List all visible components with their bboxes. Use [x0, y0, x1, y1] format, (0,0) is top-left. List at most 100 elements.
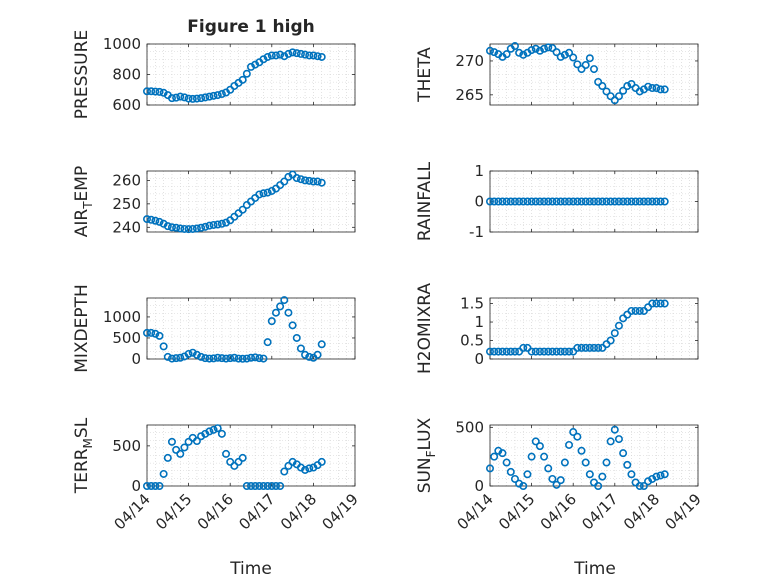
- data-point: [648, 84, 657, 93]
- data-point: [143, 481, 152, 490]
- data-point: [255, 481, 264, 490]
- data-point: [490, 452, 499, 461]
- y-axis-label: AIRTEMP: [72, 166, 95, 237]
- data-point: [606, 197, 615, 206]
- data-point: [598, 197, 607, 206]
- axes-box: [489, 43, 699, 106]
- data-point: [502, 197, 511, 206]
- data-point: [222, 354, 231, 363]
- data-point: [317, 178, 326, 187]
- data-point: [151, 481, 160, 490]
- data-point: [163, 352, 172, 361]
- data-point: [577, 197, 586, 206]
- data-point: [610, 329, 619, 338]
- subplot-4: -1 0 1 RAINFALL: [415, 161, 699, 241]
- y-tick-label: 800: [112, 66, 141, 84]
- data-point: [644, 197, 653, 206]
- data-point: [167, 354, 176, 363]
- data-point: [552, 480, 561, 489]
- data-point: [490, 197, 499, 206]
- data-point: [565, 440, 574, 449]
- data-point: [652, 299, 661, 308]
- data-point: [619, 86, 628, 95]
- data-point: [548, 44, 557, 53]
- data-point: [535, 442, 544, 451]
- data-point: [656, 197, 665, 206]
- data-point: [531, 44, 540, 53]
- data-point: [305, 464, 314, 473]
- data-point: [226, 354, 235, 363]
- data-point: [556, 197, 565, 206]
- data-point: [627, 197, 636, 206]
- data-point: [627, 470, 636, 479]
- data-point: [167, 94, 176, 103]
- data-point: [485, 197, 494, 206]
- data-point: [284, 308, 293, 317]
- data-point: [585, 343, 594, 352]
- data-point: [155, 217, 164, 226]
- data-point: [577, 446, 586, 455]
- data-point: [556, 52, 565, 61]
- data-point: [602, 197, 611, 206]
- data-point: [209, 91, 218, 100]
- data-point: [614, 197, 623, 206]
- data-point: [569, 428, 578, 437]
- subplot-6: 00.511.5 H2OMIXRA: [415, 283, 699, 374]
- data-point: [502, 347, 511, 356]
- data-point: [581, 343, 590, 352]
- data-point: [494, 197, 503, 206]
- data-point: [635, 87, 644, 96]
- data-point: [259, 354, 268, 363]
- data-point: [213, 353, 222, 362]
- data-point: [540, 347, 549, 356]
- x-tick-label: 04/18: [620, 490, 663, 533]
- data-point: [573, 60, 582, 69]
- data-point: [565, 48, 574, 57]
- data-point: [581, 197, 590, 206]
- axes-box: [146, 424, 356, 487]
- data-point: [644, 82, 653, 91]
- axes-box: [489, 297, 699, 360]
- data-point: [585, 470, 594, 479]
- data-point: [515, 48, 524, 57]
- data-point: [589, 197, 598, 206]
- data-point: [577, 343, 586, 352]
- data-point: [209, 425, 218, 434]
- data-point: [143, 215, 152, 224]
- data-point: [301, 465, 310, 474]
- y-tick-label: 0.5: [460, 332, 484, 350]
- data-point: [151, 216, 160, 225]
- data-point: [317, 52, 326, 61]
- data-point: [623, 82, 632, 91]
- axes-box: [489, 170, 699, 233]
- data-point: [540, 452, 549, 461]
- y-tick-label: 0: [474, 477, 484, 495]
- data-point: [226, 457, 235, 466]
- data-point: [569, 197, 578, 206]
- data-point: [305, 51, 314, 60]
- data-point: [515, 197, 524, 206]
- data-point: [271, 481, 280, 490]
- data-point: [631, 197, 640, 206]
- data-point: [531, 437, 540, 446]
- data-point: [251, 481, 260, 490]
- data-point: [201, 354, 210, 363]
- y-tick-label: -1: [469, 223, 484, 241]
- data-point: [652, 84, 661, 93]
- data-point: [238, 453, 247, 462]
- data-point: [205, 354, 214, 363]
- data-point: [656, 85, 665, 94]
- y-axis-label: THETA: [415, 47, 435, 103]
- data-point: [155, 87, 164, 96]
- data-point: [167, 223, 176, 232]
- data-point: [531, 197, 540, 206]
- data-point: [552, 197, 561, 206]
- y-tick-label: 240: [112, 218, 141, 236]
- data-point: [230, 353, 239, 362]
- data-point: [267, 317, 276, 326]
- data-point: [305, 176, 314, 185]
- data-point: [614, 321, 623, 330]
- y-tick-label: 0: [131, 477, 141, 495]
- data-point: [498, 347, 507, 356]
- data-point: [523, 470, 532, 479]
